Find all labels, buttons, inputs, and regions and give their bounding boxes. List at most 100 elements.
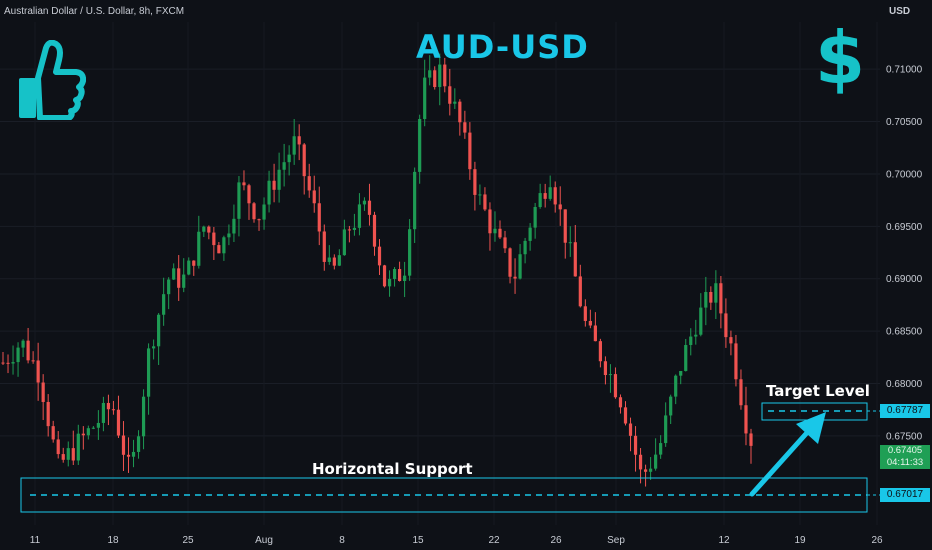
candle-body xyxy=(593,325,597,342)
x-tick-label: 26 xyxy=(871,535,883,546)
candle-body xyxy=(222,237,226,254)
x-tick-label: 26 xyxy=(550,535,562,546)
candle-body xyxy=(167,279,171,295)
candle-body xyxy=(568,242,572,244)
overlays xyxy=(20,402,880,513)
candle-body xyxy=(232,218,236,234)
candle-body xyxy=(11,362,15,364)
candle-body xyxy=(267,180,271,205)
candle-body xyxy=(252,203,256,220)
candle-body xyxy=(192,260,196,266)
candle-body xyxy=(503,237,507,249)
candle-body xyxy=(618,397,623,408)
candle-body xyxy=(337,255,341,266)
target-price-tag: 0.67787 xyxy=(880,404,930,418)
candle-body xyxy=(488,209,492,234)
price-axis: 0.71000 0.70500 0.70000 0.69500 0.69000 0.685… xyxy=(30,65,923,546)
candle-body xyxy=(413,171,417,230)
candle-body xyxy=(207,226,211,233)
thumbs-up-icon xyxy=(16,39,87,125)
candle-body xyxy=(46,401,50,427)
candle-body xyxy=(121,435,126,455)
candle-body xyxy=(157,314,161,347)
candle-body xyxy=(553,187,557,205)
current-price: 0.67405 xyxy=(887,445,923,456)
candle-body xyxy=(197,231,201,266)
candle-body xyxy=(523,240,527,255)
candle-body xyxy=(548,187,552,199)
candle-body xyxy=(96,422,100,428)
candle-body xyxy=(322,231,326,262)
candle-body xyxy=(41,382,45,402)
candles xyxy=(1,53,753,487)
candle-body xyxy=(508,248,512,277)
candle-body xyxy=(146,348,151,397)
candle-body xyxy=(247,185,251,204)
candle-body xyxy=(598,341,602,362)
y-tick-label: 0.69000 xyxy=(886,274,923,285)
candle-body xyxy=(302,144,306,177)
candle-body xyxy=(423,77,427,120)
candle-body xyxy=(141,396,146,437)
candle-body xyxy=(377,246,382,266)
x-tick-label: 25 xyxy=(182,535,194,546)
candle-body xyxy=(292,136,296,155)
candle-body xyxy=(51,426,55,440)
support-label: Horizontal Support xyxy=(312,460,473,478)
candle-body xyxy=(648,468,653,472)
candle-body xyxy=(684,345,688,371)
candle-body xyxy=(392,269,397,279)
candle-body xyxy=(664,415,668,444)
candle-body xyxy=(367,200,372,215)
candle-body xyxy=(498,228,502,238)
candle-body xyxy=(81,433,85,436)
candle-body xyxy=(21,340,25,348)
candle-body xyxy=(749,433,753,446)
candle-body xyxy=(352,227,357,230)
y-tick-label: 0.67500 xyxy=(886,431,923,442)
y-tick-label: 0.68000 xyxy=(886,379,923,390)
candle-body xyxy=(86,428,90,436)
candle-body xyxy=(282,162,286,170)
chart-title: AUD-USD xyxy=(416,28,589,66)
candle-body xyxy=(443,64,447,87)
candle-body xyxy=(91,427,95,429)
x-tick-label: 12 xyxy=(718,535,730,546)
candle-body xyxy=(689,336,693,346)
candle-body xyxy=(463,122,467,133)
candle-body xyxy=(578,276,582,307)
candle-body xyxy=(332,257,336,266)
candle-body xyxy=(277,169,281,190)
candle-body xyxy=(433,70,437,88)
candle-body xyxy=(478,194,482,196)
candle-body xyxy=(543,193,547,199)
candle-body xyxy=(357,204,362,228)
candle-body xyxy=(654,454,658,469)
candle-body xyxy=(287,154,291,163)
candle-body xyxy=(623,407,628,424)
candle-body xyxy=(242,182,246,186)
candle-body xyxy=(538,193,542,208)
y-tick-label: 0.70000 xyxy=(886,169,923,180)
candle-body xyxy=(739,379,743,406)
chart-grid xyxy=(0,22,880,525)
candle-body xyxy=(36,360,40,383)
y-tick-label: 0.70500 xyxy=(886,117,923,128)
candle-body xyxy=(116,409,121,436)
y-tick-label: 0.71000 xyxy=(886,65,923,76)
candle-body xyxy=(397,269,402,281)
candle-body xyxy=(347,229,351,231)
candle-body xyxy=(528,227,532,241)
candle-body xyxy=(719,283,723,314)
candle-body xyxy=(513,276,517,279)
candle-body xyxy=(583,306,587,321)
candle-body xyxy=(177,268,181,288)
support-price-tag: 0.67017 xyxy=(880,488,930,502)
candle-body xyxy=(61,454,65,460)
x-tick-label: 8 xyxy=(339,535,345,546)
candle-body xyxy=(307,176,311,191)
candle-body xyxy=(729,337,733,344)
current-price-tag: 0.67405 04:11:33 xyxy=(880,445,930,469)
candle-body xyxy=(608,374,613,376)
